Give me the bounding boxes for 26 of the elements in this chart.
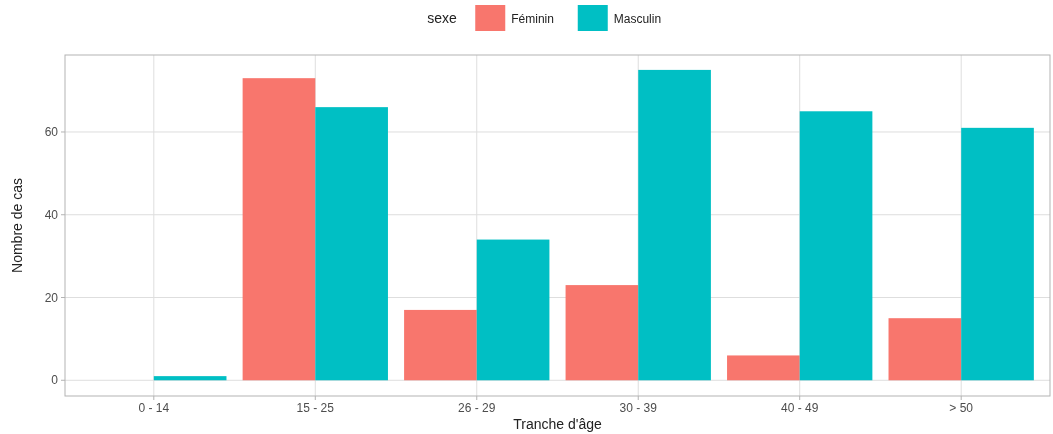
y-tick-label: 0 xyxy=(51,373,59,388)
legend-title: sexe xyxy=(427,10,458,26)
x-tick-label: 30 - 39 xyxy=(619,401,658,415)
bar xyxy=(565,285,639,381)
bar xyxy=(727,355,800,381)
y-axis-title: Nombre de cas xyxy=(9,178,25,273)
bar xyxy=(476,239,550,381)
bar xyxy=(242,78,316,381)
x-tick-label: > 50 xyxy=(949,401,974,415)
y-tick-label: 60 xyxy=(44,125,59,140)
x-tick-label: 26 - 29 xyxy=(458,401,496,415)
bar xyxy=(888,318,962,381)
legend-label: Masculin xyxy=(613,11,662,26)
legend-label: Féminin xyxy=(511,11,554,26)
x-tick-label: 40 - 49 xyxy=(781,401,819,415)
bar xyxy=(799,111,873,381)
bar xyxy=(315,107,388,381)
bar xyxy=(961,127,1034,381)
y-tick-label: 20 xyxy=(44,290,59,305)
bar xyxy=(153,376,227,381)
x-tick-label: 15 - 25 xyxy=(296,401,335,415)
bar xyxy=(638,69,711,381)
bar xyxy=(404,309,477,381)
y-tick-label: 40 xyxy=(44,207,59,222)
x-axis-title: Tranche d'âge xyxy=(513,416,602,432)
x-tick-label: 0 - 14 xyxy=(138,401,170,415)
